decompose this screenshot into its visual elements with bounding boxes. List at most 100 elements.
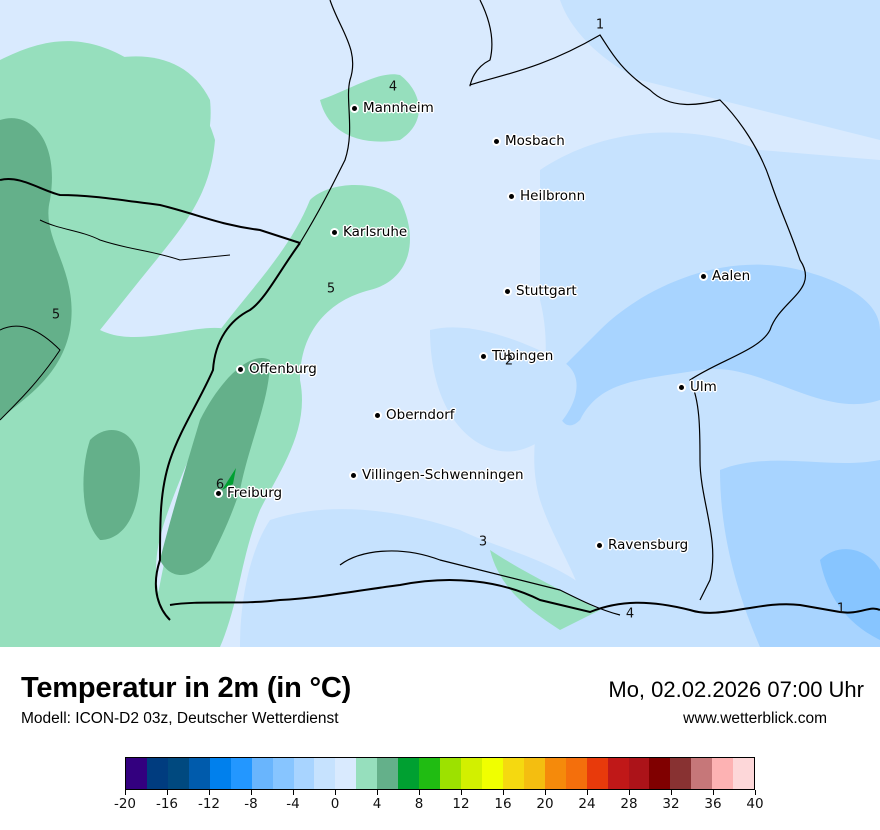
colorbar-segment [628,758,650,789]
colorbar-segment [586,758,608,789]
colorbar-segment [251,758,273,789]
city-dot-icon [216,490,221,496]
colorbar-tick-label: 20 [536,796,554,812]
colorbar-tick [712,790,714,795]
colorbar-segment [146,758,168,789]
colorbar-tick [502,790,504,795]
colorbar-tick [460,790,462,795]
colorbar-segment [523,758,545,789]
map-field [0,0,880,647]
colorbar-tick-label: -20 [113,796,137,812]
colorbar-segment [607,758,629,789]
city-marker: Oberndorf [375,407,455,423]
city-label: Offenburg [249,361,317,377]
colorbar-segment [293,758,315,789]
city-marker: Stuttgart [505,283,577,299]
colorbar-segment [481,758,503,789]
isoline-label: 4 [388,79,398,95]
colorbar-tick-label: 40 [746,796,764,812]
city-marker: Ravensburg [597,537,688,553]
warm-field-center-west [105,56,211,200]
city-marker: Aalen [701,268,750,284]
warm-field-lake [490,550,600,630]
city-marker: Offenburg [238,361,317,377]
city-dot-icon [238,366,243,372]
cold-field-northeast [560,0,880,140]
colorbar-segment [230,758,252,789]
colorbar-segment [670,758,692,789]
isoline-label: 1 [595,17,605,33]
city-label: Mannheim [363,100,434,116]
border-alsace-inner [39,219,231,261]
colorbar-segment [712,758,734,789]
colorbar-tick [670,790,672,795]
colorbar-tick [418,790,420,795]
city-label: Stuttgart [516,283,577,299]
city-marker: Villingen-Schwenningen [351,467,524,483]
warmer-field-blackforest [160,358,270,575]
colorbar-segment [356,758,378,789]
city-dot-icon [701,273,706,279]
colorbar-tick-label: 28 [620,796,638,812]
colder-field-aalen [556,264,880,426]
border-rhine [154,242,301,621]
border-germany-france-north [0,178,301,244]
colorbar-tick [586,790,588,795]
colorbar-tick [292,790,294,795]
city-marker: Ulm [679,379,717,395]
colorbar-tick [250,790,252,795]
border-swiss [169,579,880,614]
city-dot-icon [481,353,486,359]
isoline-label: 3 [478,534,488,550]
city-dot-icon [679,384,684,390]
colorbar-tick-label: -4 [286,796,300,812]
border-lake-constance [339,550,621,616]
forecast-datetime: Mo, 02.02.2026 07:00 Uhr [608,677,864,702]
colorbar-segment [272,758,294,789]
border-inner-west [0,325,61,421]
cold-field-central [430,327,577,452]
border-bw-north [299,0,354,244]
city-dot-icon [375,412,380,418]
colorbar-tick-label: -12 [197,796,221,812]
temperature-map: Mannheim Mosbach Heilbronn Karlsruhe Aalen St… [0,0,880,647]
colorbar-tick-label: 8 [414,796,424,812]
colorbar-segment [544,758,566,789]
city-label: Ravensburg [608,537,689,553]
colorbar-tick [628,790,630,795]
website-link[interactable]: www.wetterblick.com [683,710,827,727]
colorbar-tick-label: 4 [372,796,382,812]
colorbar-segment [314,758,336,789]
border-bw-northeast [469,0,807,601]
city-marker: Tübingen [481,348,553,364]
city-label: Mosbach [505,133,565,149]
city-dot-icon [505,288,510,294]
isoline-label: 1 [836,601,846,617]
colorbar-tick-label: 24 [578,796,596,812]
city-marker: Heilbronn [509,188,585,204]
city-dot-icon [332,229,337,235]
city-marker: Mosbach [494,133,565,149]
city-label: Tübingen [492,348,554,364]
city-label: Aalen [712,268,751,284]
city-label: Karlsruhe [343,224,408,240]
warm-field-mannheim [320,74,419,142]
warmer-field-southwest [83,430,140,540]
colorbar-segment [398,758,420,789]
colorbar-segment [691,758,713,789]
city-dot-icon [509,193,514,199]
cold-field-south [240,509,600,647]
city-label: Villingen-Schwenningen [362,467,524,483]
country-borders [0,0,880,621]
colorbar-tick-label: 0 [330,796,340,812]
colorbar-tick-label: 16 [494,796,512,812]
colorbar-segment [565,758,587,789]
colorbar-tick [754,790,756,795]
colorbar-segment [440,758,461,789]
colorbar-segment [419,758,441,789]
model-subtitle: Modell: ICON-D2 03z, Deutscher Wetterdie… [21,710,339,727]
city-dot-icon [351,472,356,478]
colorbar-ticks: -20 -16 -12 -8 -4 0 4 8 12 16 20 24 28 32 36 40 [114,790,764,820]
isoline-label: 4 [625,606,635,622]
isoline-label: 5 [51,307,61,323]
